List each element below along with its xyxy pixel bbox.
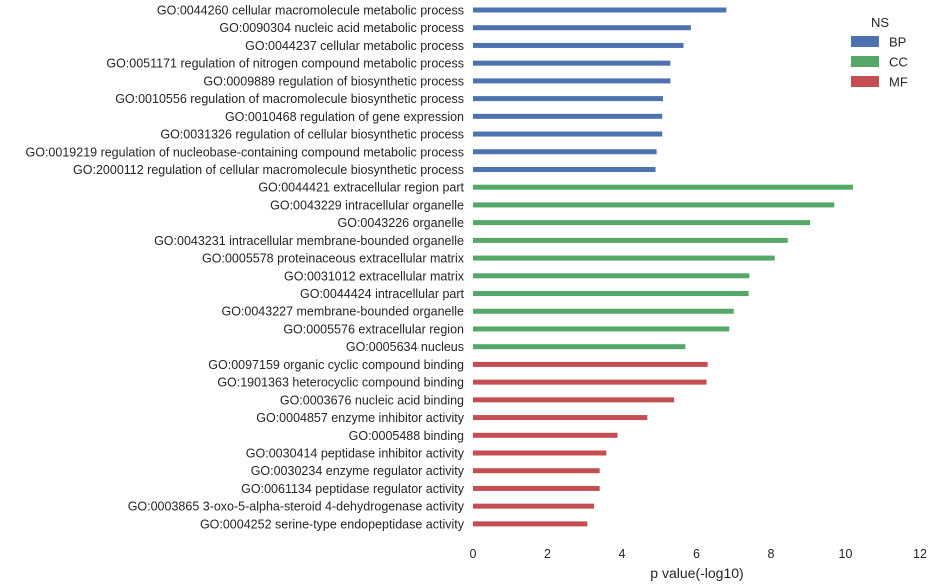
category-label: GO:0003676 nucleic acid binding — [280, 393, 464, 407]
bar — [473, 521, 588, 527]
x-axis-ticks: 0 2 4 6 8 10 12 — [470, 547, 927, 561]
bar — [473, 237, 788, 243]
category-label: GO:0044421 extracellular region part — [258, 181, 464, 195]
bar — [473, 113, 663, 119]
x-tick-label: 0 — [470, 547, 477, 561]
category-label: GO:0044237 cellular metabolic process — [245, 39, 464, 53]
legend-swatch — [851, 56, 879, 67]
bar — [473, 255, 775, 261]
category-label: GO:0097159 organic cyclic compound bindi… — [208, 358, 464, 372]
category-label: GO:0030414 peptidase inhibitor activity — [246, 447, 465, 461]
legend-swatch — [851, 76, 879, 87]
bar — [473, 166, 656, 172]
legend-swatch — [851, 36, 879, 47]
bar — [473, 485, 600, 491]
bar — [473, 202, 835, 208]
bar — [473, 379, 707, 385]
bar — [473, 415, 648, 421]
category-labels: GO:0044260 cellular macromolecule metabo… — [26, 4, 465, 532]
legend-entries: BP CC MF — [851, 35, 908, 90]
category-label: GO:0051171 regulation of nitrogen compou… — [106, 57, 464, 71]
category-label: GO:0003865 3-oxo-5-alpha-steroid 4-dehyd… — [128, 500, 465, 514]
legend-title: NS — [871, 15, 889, 30]
x-tick-label: 6 — [693, 547, 700, 561]
bar — [473, 291, 749, 297]
category-label: GO:0005578 proteinaceous extracellular m… — [202, 252, 465, 266]
category-label: GO:0044424 intracellular part — [300, 287, 465, 301]
x-tick-label: 4 — [619, 547, 626, 561]
x-tick-label: 12 — [913, 547, 927, 561]
category-label: GO:0030234 enzyme regulator activity — [251, 464, 465, 478]
category-label: GO:0061134 peptidase regulator activity — [241, 482, 465, 496]
bar — [473, 96, 663, 102]
bar — [473, 149, 657, 155]
category-label: GO:0019219 regulation of nucleobase-cont… — [26, 145, 464, 159]
bar — [473, 7, 727, 13]
bar — [473, 220, 811, 226]
category-label: GO:0010468 regulation of gene expression — [225, 110, 464, 124]
category-label: GO:0031012 extracellular matrix — [284, 269, 465, 283]
bar — [473, 503, 595, 509]
bar — [473, 450, 607, 456]
bar — [473, 344, 686, 350]
category-label: GO:0090304 nucleic acid metabolic proces… — [219, 21, 464, 35]
category-label: GO:0005576 extracellular region — [283, 322, 464, 336]
category-label: GO:0044260 cellular macromolecule metabo… — [157, 4, 464, 18]
bar — [473, 468, 600, 474]
bar — [473, 397, 675, 403]
category-label: GO:0005488 binding — [349, 429, 464, 443]
bar — [473, 131, 663, 137]
legend-label: BP — [889, 35, 906, 50]
category-label: GO:0004857 enzyme inhibitor activity — [256, 411, 464, 425]
x-tick-label: 8 — [768, 547, 775, 561]
category-label: GO:0009889 regulation of biosynthetic pr… — [203, 74, 464, 88]
category-label: GO:0043231 intracellular membrane-bounde… — [154, 234, 464, 248]
category-label: GO:0043226 organelle — [338, 216, 465, 230]
bar — [473, 361, 708, 367]
bar — [473, 273, 750, 279]
category-label: GO:0043227 membrane-bounded organelle — [221, 305, 464, 319]
x-tick-label: 2 — [544, 547, 551, 561]
bar — [473, 184, 853, 190]
legend: NS BP CC MF — [851, 15, 908, 90]
bar — [473, 60, 671, 66]
legend-label: CC — [889, 55, 908, 70]
category-label: GO:2000112 regulation of cellular macrom… — [73, 163, 464, 177]
x-axis-label: p value(-log10) — [650, 565, 743, 581]
category-label: GO:0043229 intracellular organelle — [270, 198, 464, 212]
category-label: GO:1901363 heterocyclic compound binding — [217, 376, 464, 390]
bar — [473, 78, 671, 84]
bar — [473, 326, 730, 332]
category-label: GO:0005634 nucleus — [346, 340, 464, 354]
bar — [473, 432, 618, 438]
category-label: GO:0031326 regulation of cellular biosyn… — [160, 128, 464, 142]
legend-label: MF — [889, 75, 908, 90]
category-label: GO:0004252 serine-type endopeptidase act… — [200, 517, 465, 531]
category-label: GO:0010556 regulation of macromolecule b… — [115, 92, 464, 106]
bar — [473, 42, 684, 48]
x-tick-label: 10 — [839, 547, 853, 561]
bars-layer — [473, 7, 853, 527]
bar — [473, 308, 734, 314]
bar — [473, 25, 691, 31]
